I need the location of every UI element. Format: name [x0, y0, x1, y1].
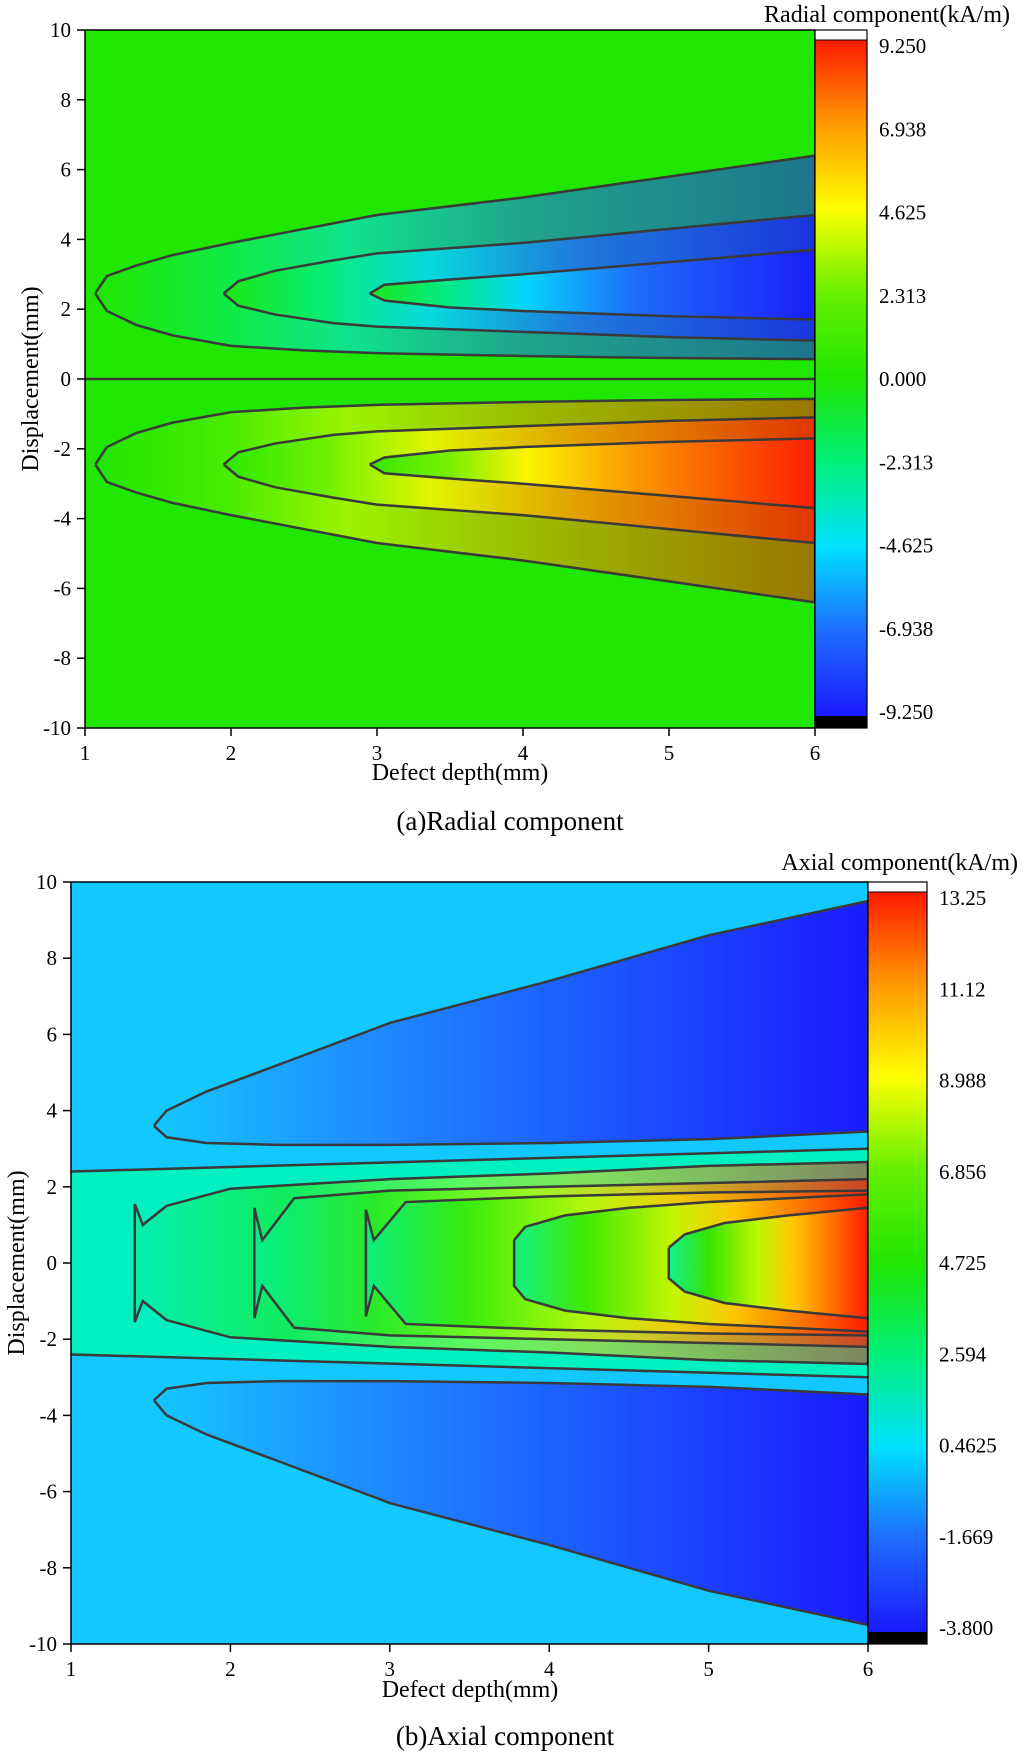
y-tick-label: -8: [54, 646, 72, 670]
contour-line: [369, 437, 815, 510]
y-tick-label: 2: [61, 297, 72, 321]
lobe-negative: [153, 1381, 868, 1625]
colorbar-tick-label: 11.12: [939, 977, 985, 1001]
colorbar-tick-label: -6.938: [879, 617, 933, 641]
contour-line: [222, 213, 815, 342]
contour-line: [222, 416, 815, 545]
y-tick-label: 0: [47, 1251, 58, 1275]
colorbar: [815, 40, 867, 716]
y-tick-label: 10: [50, 18, 71, 42]
lobe-positive: [668, 1207, 868, 1319]
y-tick-label: -4: [40, 1403, 58, 1427]
figure-caption: (a)Radial component: [396, 806, 624, 836]
y-tick-label: -10: [29, 1632, 57, 1656]
x-tick-label: 4: [518, 741, 529, 765]
x-tick-label: 3: [385, 1657, 396, 1681]
y-tick-label: 0: [61, 367, 72, 391]
colorbar-under: [815, 716, 867, 728]
colorbar-tick-label: 6.856: [939, 1160, 986, 1184]
colorbar-over: [867, 881, 928, 893]
colorbar-tick-label: 2.313: [879, 284, 926, 308]
y-tick-label: 8: [61, 88, 72, 112]
contour-line: [369, 248, 815, 321]
colorbar-tick-label: 4.625: [879, 201, 926, 225]
contour-line: [364, 1189, 868, 1337]
colorbar-over: [814, 29, 868, 41]
colorbar-frame: [867, 881, 928, 1645]
colorbar-tick-label: 2.594: [939, 1342, 987, 1366]
colorbar-under: [868, 1632, 927, 1644]
colorbar-tick-label: -2.313: [879, 450, 933, 474]
colorbar-tick-label: 0.000: [879, 367, 926, 391]
y-axis-label: Displacement(mm): [4, 1170, 30, 1355]
x-tick-label: 2: [226, 741, 237, 765]
colorbar-tick-label: -9.250: [879, 700, 933, 724]
colorbar-tick-label: 13.25: [939, 886, 986, 910]
contour-line: [152, 899, 868, 1147]
colorbar: [868, 892, 927, 1632]
colorbar-tick-label: -4.625: [879, 534, 933, 558]
x-tick-label: 5: [703, 1657, 714, 1681]
y-tick-label: -2: [54, 437, 72, 461]
y-tick-label: -6: [40, 1480, 58, 1504]
x-tick-label: 6: [863, 1657, 874, 1681]
contour-line: [94, 397, 815, 604]
y-tick-label: -4: [54, 507, 72, 531]
contour-line: [71, 1353, 868, 1379]
colorbar-tick-label: 0.4625: [939, 1434, 997, 1458]
colorbar-tick-label: 4.725: [939, 1251, 986, 1275]
contour-line: [94, 154, 815, 361]
colorbar-tick-label: 9.250: [879, 34, 926, 58]
contour-line: [667, 1206, 868, 1320]
colorbar-tick-label: 6.938: [879, 117, 926, 141]
x-tick-label: 3: [372, 741, 383, 765]
contour-line: [152, 1379, 868, 1627]
y-tick-label: 2: [47, 1175, 58, 1199]
colorbar-tick-label: -3.800: [939, 1616, 993, 1640]
x-axis-label: Defect depth(mm): [382, 1677, 559, 1703]
y-tick-label: -6: [54, 576, 72, 600]
colorbar-title: Radial component(kA/m): [764, 2, 1010, 28]
colorbar-frame: [814, 29, 868, 729]
y-axis-label: Displacement(mm): [18, 286, 44, 471]
contour-field: [71, 882, 868, 1644]
contour-line: [71, 1147, 868, 1173]
y-tick-label: 10: [36, 870, 57, 894]
contour-line: [133, 1160, 868, 1366]
y-tick-label: 4: [47, 1099, 58, 1123]
contour-field: [85, 30, 815, 728]
x-axis-label: Defect depth(mm): [372, 760, 549, 786]
x-tick-label: 5: [664, 741, 675, 765]
y-tick-label: -2: [40, 1327, 58, 1351]
colorbar-title: Axial component(kA/m): [781, 850, 1018, 876]
y-tick-label: 4: [61, 227, 72, 251]
y-tick-label: 8: [47, 946, 58, 970]
x-tick-label: 1: [66, 1657, 77, 1681]
y-tick-label: 6: [61, 158, 72, 182]
lobe-negative: [369, 249, 815, 320]
colorbar-tick-label: -1.669: [939, 1525, 993, 1549]
y-tick-label: -8: [40, 1556, 58, 1580]
figure-caption: (b)Axial component: [396, 1721, 615, 1751]
colorbar-tick-label: 8.988: [939, 1069, 986, 1093]
y-tick-label: -10: [43, 716, 71, 740]
x-tick-label: 6: [810, 741, 821, 765]
x-tick-label: 1: [80, 741, 91, 765]
contour-line: [253, 1177, 868, 1349]
x-tick-label: 2: [225, 1657, 236, 1681]
lobe-positive: [369, 438, 815, 509]
contour-line: [512, 1193, 868, 1333]
x-tick-label: 4: [544, 1657, 555, 1681]
lobe-negative: [153, 901, 868, 1145]
y-tick-label: 6: [47, 1022, 58, 1046]
